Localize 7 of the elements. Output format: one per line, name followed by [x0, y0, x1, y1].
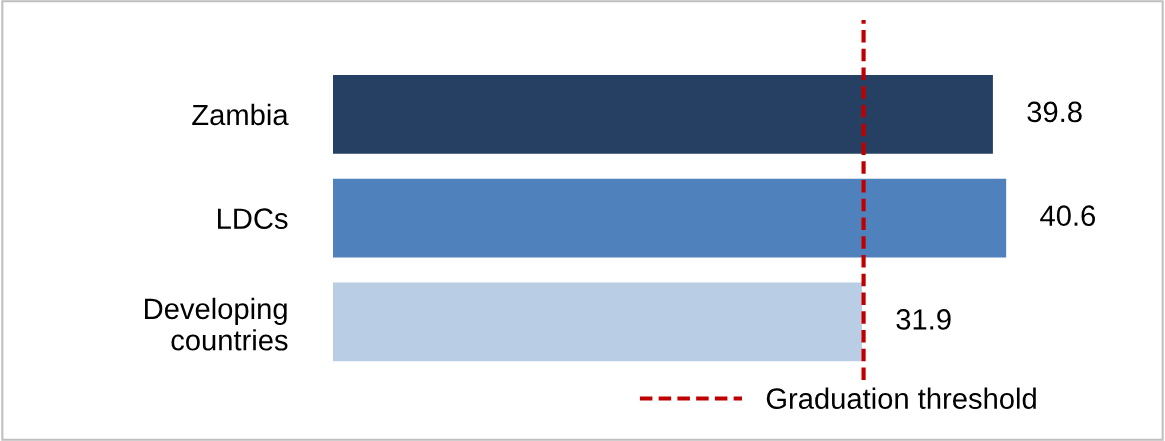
- y-tick-label: LDCs: [218, 208, 288, 230]
- y-tick-label: Developing countries: [145, 297, 288, 351]
- ref-line-label: Graduation threshold: [766, 387, 1036, 409]
- data-label: 40.6: [1040, 205, 1095, 226]
- data-label: 39.8: [1027, 101, 1082, 123]
- y-tick-label: Zambia: [192, 103, 289, 126]
- data-label: 31.9: [896, 309, 951, 330]
